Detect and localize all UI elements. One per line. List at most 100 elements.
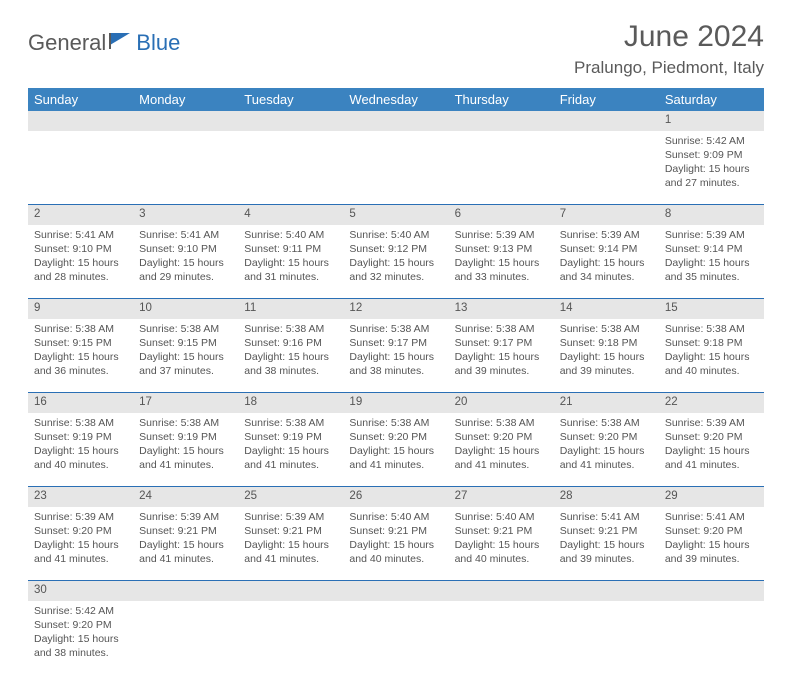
day-line: Daylight: 15 hours xyxy=(34,538,127,552)
day-line: and 33 minutes. xyxy=(455,270,548,284)
day-number: 24 xyxy=(133,487,238,507)
day-line: Sunrise: 5:41 AM xyxy=(139,228,232,242)
week-row: Sunrise: 5:42 AMSunset: 9:09 PMDaylight:… xyxy=(28,131,764,205)
day-line: and 41 minutes. xyxy=(455,458,548,472)
weekday-header: Sunday xyxy=(28,88,133,111)
day-line: Sunset: 9:15 PM xyxy=(139,336,232,350)
day-line: Daylight: 15 hours xyxy=(560,538,653,552)
day-line: Sunrise: 5:39 AM xyxy=(455,228,548,242)
day-line: and 40 minutes. xyxy=(349,552,442,566)
day-cell xyxy=(343,131,448,205)
day-number: 20 xyxy=(449,393,554,413)
day-line: Sunrise: 5:38 AM xyxy=(139,416,232,430)
day-line: Daylight: 15 hours xyxy=(34,444,127,458)
day-line: Daylight: 15 hours xyxy=(455,350,548,364)
day-line: Sunset: 9:14 PM xyxy=(560,242,653,256)
day-line: Sunrise: 5:39 AM xyxy=(665,416,758,430)
day-number: 28 xyxy=(554,487,659,507)
daynum-row: 30 xyxy=(28,581,764,601)
day-line: Sunrise: 5:38 AM xyxy=(455,416,548,430)
day-cell xyxy=(554,131,659,205)
day-cell: Sunrise: 5:40 AMSunset: 9:12 PMDaylight:… xyxy=(343,225,448,299)
day-cell: Sunrise: 5:41 AMSunset: 9:10 PMDaylight:… xyxy=(28,225,133,299)
day-number xyxy=(343,111,448,131)
day-line: and 38 minutes. xyxy=(244,364,337,378)
day-line: and 39 minutes. xyxy=(560,364,653,378)
day-line: Sunrise: 5:41 AM xyxy=(34,228,127,242)
day-line: Daylight: 15 hours xyxy=(665,256,758,270)
day-cell: Sunrise: 5:40 AMSunset: 9:11 PMDaylight:… xyxy=(238,225,343,299)
day-line: Sunrise: 5:40 AM xyxy=(349,510,442,524)
day-cell: Sunrise: 5:38 AMSunset: 9:18 PMDaylight:… xyxy=(554,319,659,393)
flag-icon xyxy=(108,31,134,56)
day-line: and 29 minutes. xyxy=(139,270,232,284)
day-number: 9 xyxy=(28,299,133,319)
day-line: Sunset: 9:20 PM xyxy=(560,430,653,444)
day-line: Sunset: 9:15 PM xyxy=(34,336,127,350)
day-line: Daylight: 15 hours xyxy=(455,256,548,270)
weekday-header-row: Sunday Monday Tuesday Wednesday Thursday… xyxy=(28,88,764,111)
day-line: Sunset: 9:13 PM xyxy=(455,242,548,256)
day-line: and 41 minutes. xyxy=(139,458,232,472)
day-number: 18 xyxy=(238,393,343,413)
day-line: and 41 minutes. xyxy=(244,552,337,566)
day-line: Daylight: 15 hours xyxy=(244,350,337,364)
day-number: 11 xyxy=(238,299,343,319)
brand-name-part1: General xyxy=(28,30,106,56)
day-line: and 36 minutes. xyxy=(34,364,127,378)
day-line: and 39 minutes. xyxy=(560,552,653,566)
day-cell xyxy=(449,131,554,205)
daynum-row: 1 xyxy=(28,111,764,131)
day-line: Sunrise: 5:38 AM xyxy=(455,322,548,336)
day-number: 10 xyxy=(133,299,238,319)
day-line: and 34 minutes. xyxy=(560,270,653,284)
day-cell: Sunrise: 5:40 AMSunset: 9:21 PMDaylight:… xyxy=(343,507,448,581)
day-line: and 39 minutes. xyxy=(665,552,758,566)
day-line: Daylight: 15 hours xyxy=(349,350,442,364)
weekday-header: Thursday xyxy=(449,88,554,111)
day-line: Daylight: 15 hours xyxy=(665,162,758,176)
day-line: Daylight: 15 hours xyxy=(665,538,758,552)
day-line: and 41 minutes. xyxy=(139,552,232,566)
day-line: Daylight: 15 hours xyxy=(349,256,442,270)
day-line: Daylight: 15 hours xyxy=(244,444,337,458)
daynum-row: 9101112131415 xyxy=(28,299,764,319)
day-line: and 38 minutes. xyxy=(34,646,127,660)
day-cell: Sunrise: 5:38 AMSunset: 9:15 PMDaylight:… xyxy=(28,319,133,393)
day-line: Sunset: 9:12 PM xyxy=(349,242,442,256)
day-line: Sunrise: 5:39 AM xyxy=(244,510,337,524)
day-number: 2 xyxy=(28,205,133,225)
day-line: and 32 minutes. xyxy=(349,270,442,284)
day-cell: Sunrise: 5:41 AMSunset: 9:10 PMDaylight:… xyxy=(133,225,238,299)
day-line: Sunrise: 5:40 AM xyxy=(244,228,337,242)
day-line: and 28 minutes. xyxy=(34,270,127,284)
day-line: Sunset: 9:18 PM xyxy=(560,336,653,350)
daynum-row: 23242526272829 xyxy=(28,487,764,507)
day-number: 22 xyxy=(659,393,764,413)
day-line: and 27 minutes. xyxy=(665,176,758,190)
day-line: Sunset: 9:20 PM xyxy=(665,430,758,444)
day-number: 1 xyxy=(659,111,764,131)
day-number xyxy=(554,581,659,601)
day-line: Sunrise: 5:38 AM xyxy=(139,322,232,336)
day-cell: Sunrise: 5:41 AMSunset: 9:20 PMDaylight:… xyxy=(659,507,764,581)
day-line: Sunrise: 5:41 AM xyxy=(665,510,758,524)
week-row: Sunrise: 5:38 AMSunset: 9:19 PMDaylight:… xyxy=(28,413,764,487)
day-line: and 41 minutes. xyxy=(665,458,758,472)
day-line: Daylight: 15 hours xyxy=(244,538,337,552)
day-cell xyxy=(238,131,343,205)
day-number xyxy=(449,581,554,601)
day-line: Sunrise: 5:38 AM xyxy=(349,322,442,336)
day-cell: Sunrise: 5:39 AMSunset: 9:21 PMDaylight:… xyxy=(133,507,238,581)
day-line: Sunset: 9:21 PM xyxy=(349,524,442,538)
day-line: Daylight: 15 hours xyxy=(34,256,127,270)
day-line: Sunset: 9:11 PM xyxy=(244,242,337,256)
day-line: Daylight: 15 hours xyxy=(139,256,232,270)
day-number: 4 xyxy=(238,205,343,225)
day-line: Sunset: 9:10 PM xyxy=(34,242,127,256)
day-cell: Sunrise: 5:39 AMSunset: 9:20 PMDaylight:… xyxy=(659,413,764,487)
day-line: Daylight: 15 hours xyxy=(455,538,548,552)
day-number xyxy=(238,581,343,601)
day-line: Sunrise: 5:38 AM xyxy=(560,416,653,430)
day-cell: Sunrise: 5:38 AMSunset: 9:15 PMDaylight:… xyxy=(133,319,238,393)
